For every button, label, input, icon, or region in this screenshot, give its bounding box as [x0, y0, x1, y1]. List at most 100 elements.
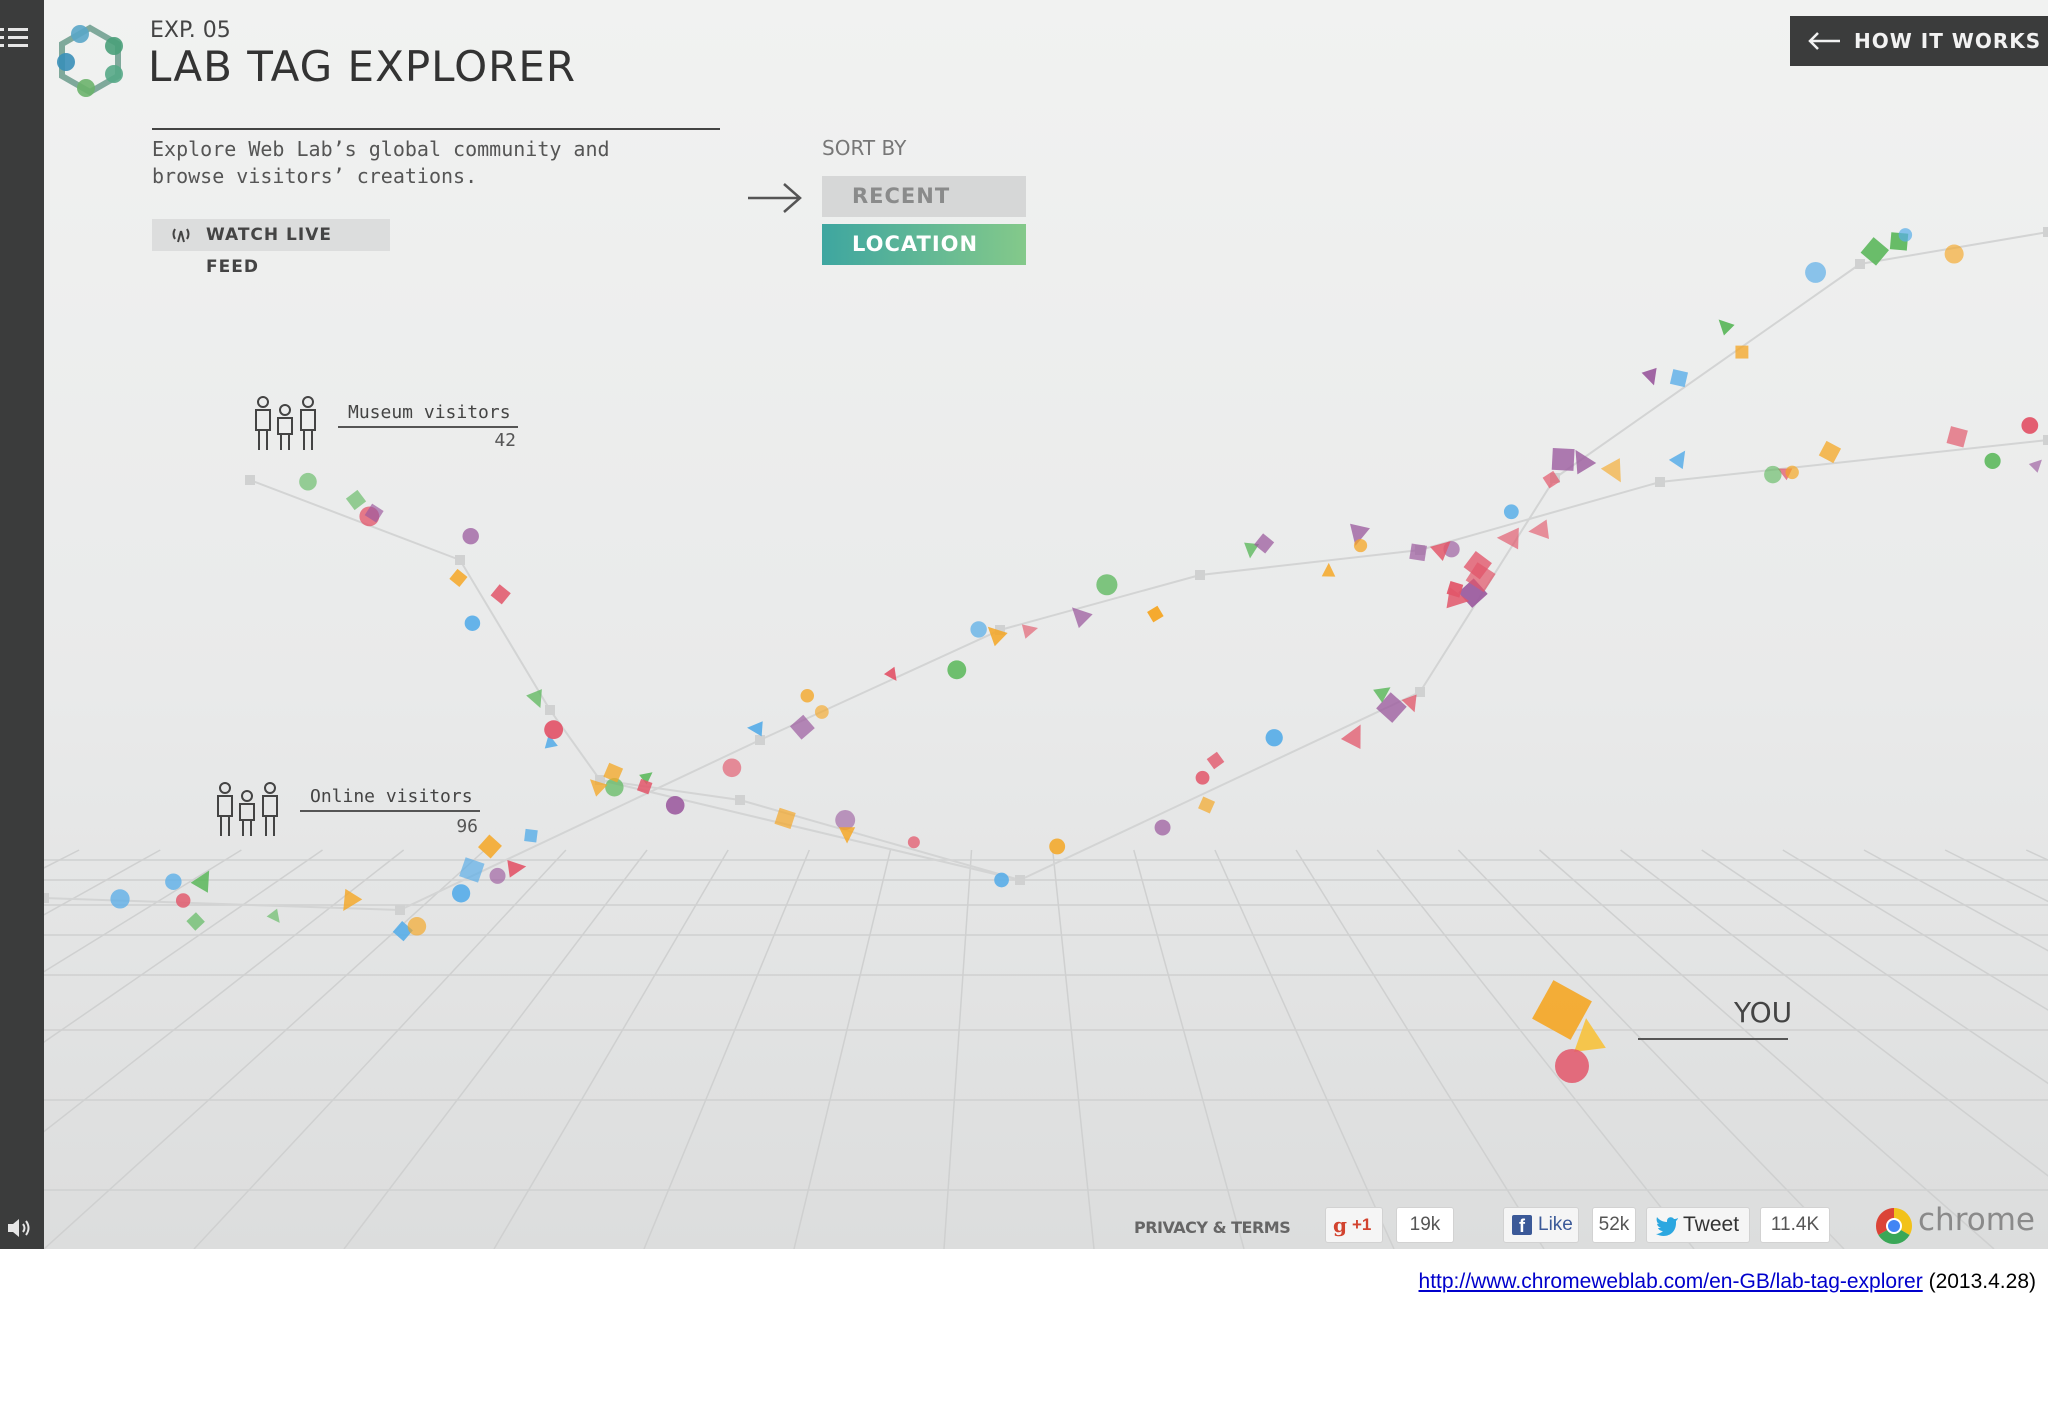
tag-square [1532, 980, 1592, 1040]
speaker-icon[interactable] [6, 1216, 34, 1240]
hexagon-nodes-logo[interactable] [52, 22, 128, 98]
tag-triangle [1350, 523, 1370, 546]
path-node [1415, 687, 1425, 697]
path-node [2043, 435, 2048, 445]
facebook-like-button[interactable]: f Like [1503, 1207, 1579, 1243]
path-node [455, 555, 465, 565]
google-plus-button[interactable]: g +1 [1325, 1207, 1383, 1243]
tag-circle [462, 527, 479, 545]
tag-square [1409, 543, 1427, 562]
grid-line [44, 849, 486, 1249]
path-node [44, 893, 49, 903]
arrow-right-icon [748, 183, 802, 213]
sort-recent-button[interactable]: RECENT [822, 176, 1026, 217]
tag-triangle [2028, 459, 2042, 473]
grid-line [44, 849, 405, 1133]
tag-triangle [639, 772, 653, 785]
group-underline [300, 810, 480, 812]
tag-circle [1154, 819, 1171, 836]
source-url-link[interactable]: http://www.chromeweblab.com/en-GB/lab-ta… [1418, 1270, 1923, 1293]
tag-square [789, 714, 815, 740]
online-visitors-group[interactable]: Online visitors 96 [214, 782, 484, 842]
tag-triangle [507, 860, 527, 878]
tag-circle [994, 872, 1009, 888]
how-it-works-button[interactable]: HOW IT WORKS [1790, 16, 2048, 66]
tag-square [1206, 751, 1225, 770]
sort-location-button[interactable]: LOCATION [822, 224, 1026, 265]
tag-triangle [1430, 541, 1451, 562]
tag-square [459, 857, 485, 883]
chrome-logo-icon[interactable] [1874, 1206, 1914, 1246]
tag-circle [1805, 261, 1826, 283]
tag-triangle [1528, 519, 1549, 539]
grid-line [1863, 849, 2048, 952]
tag-triangle [1321, 562, 1336, 577]
google-plus-count: 19k [1396, 1207, 1454, 1243]
tag-circle [1503, 504, 1519, 520]
watch-live-feed-button[interactable]: WATCH LIVE FEED [152, 219, 390, 277]
tag-square [490, 584, 511, 605]
tag-square [1735, 345, 1749, 359]
tag-square [1376, 692, 1407, 723]
path-node [245, 475, 255, 485]
tag-circle [407, 916, 427, 936]
tag-scene [44, 227, 2048, 1249]
intro-divider [152, 128, 720, 130]
tweet-button[interactable]: Tweet [1646, 1207, 1750, 1243]
tag-square [1818, 440, 1842, 464]
tag-triangle [1373, 687, 1391, 703]
tag-circle [110, 889, 130, 909]
path-node [595, 775, 605, 785]
visitor-tags [110, 228, 2042, 1083]
tag-square [1542, 470, 1561, 489]
tag-circle [489, 867, 506, 884]
tag-square [1147, 605, 1164, 623]
path-line [249, 231, 2048, 882]
tag-circle [451, 884, 471, 903]
tag-triangle [1496, 527, 1519, 550]
grid-line [1051, 849, 1095, 1249]
tag-triangle [1340, 724, 1361, 749]
tag-circle [665, 796, 685, 815]
tag-circle [970, 621, 987, 638]
tag-circle [1096, 574, 1118, 596]
tag-triangle [1574, 1018, 1606, 1052]
menu-icon[interactable] [0, 26, 30, 50]
sort-by-label: SORT BY [822, 136, 907, 160]
grid-line [193, 849, 567, 1249]
museum-visitors-group[interactable]: Museum visitors 42 [252, 396, 522, 456]
tag-circle [1195, 770, 1210, 785]
tag-triangle [1641, 367, 1657, 386]
tag-circle [175, 893, 191, 908]
facebook-like-label: Like [1538, 1214, 1573, 1235]
group-underline [338, 426, 518, 428]
path-node [545, 705, 555, 715]
floor-grid [44, 849, 2048, 1249]
tag-triangle [343, 888, 363, 912]
path-node [395, 905, 405, 915]
tag-square [478, 834, 502, 859]
tag-circle [1898, 228, 1913, 242]
path-line [599, 779, 741, 801]
grid-line [44, 849, 242, 973]
app-viewport: EXP. 05 LAB TAG EXPLORER HOW IT WORKS Ex… [0, 0, 2048, 1249]
page-title: LAB TAG EXPLORER [148, 42, 577, 91]
tag-circle [722, 758, 742, 778]
tag-triangle [1401, 694, 1417, 713]
how-it-works-label: HOW IT WORKS [1854, 29, 2042, 53]
grid-line [44, 849, 323, 1044]
tag-circle [544, 720, 564, 740]
tag-square [1669, 369, 1689, 388]
group-label: Online visitors [310, 786, 473, 807]
tag-circle [947, 660, 967, 680]
path-line [44, 439, 2048, 912]
capture-date: (2013.4.28) [1928, 1270, 2036, 1293]
intro-description: Explore Web Lab’s global community and b… [152, 137, 610, 188]
privacy-terms-link[interactable]: PRIVACY & TERMS [1134, 1218, 1291, 1237]
tag-triangle [1244, 542, 1260, 559]
source-caption: http://www.chromeweblab.com/en-GB/lab-ta… [1419, 1270, 2036, 1294]
path-node [1015, 875, 1025, 885]
twitter-bird-icon [1656, 1217, 1678, 1236]
chrome-wordmark: chrome [1918, 1202, 2035, 1238]
tag-square [345, 489, 367, 511]
